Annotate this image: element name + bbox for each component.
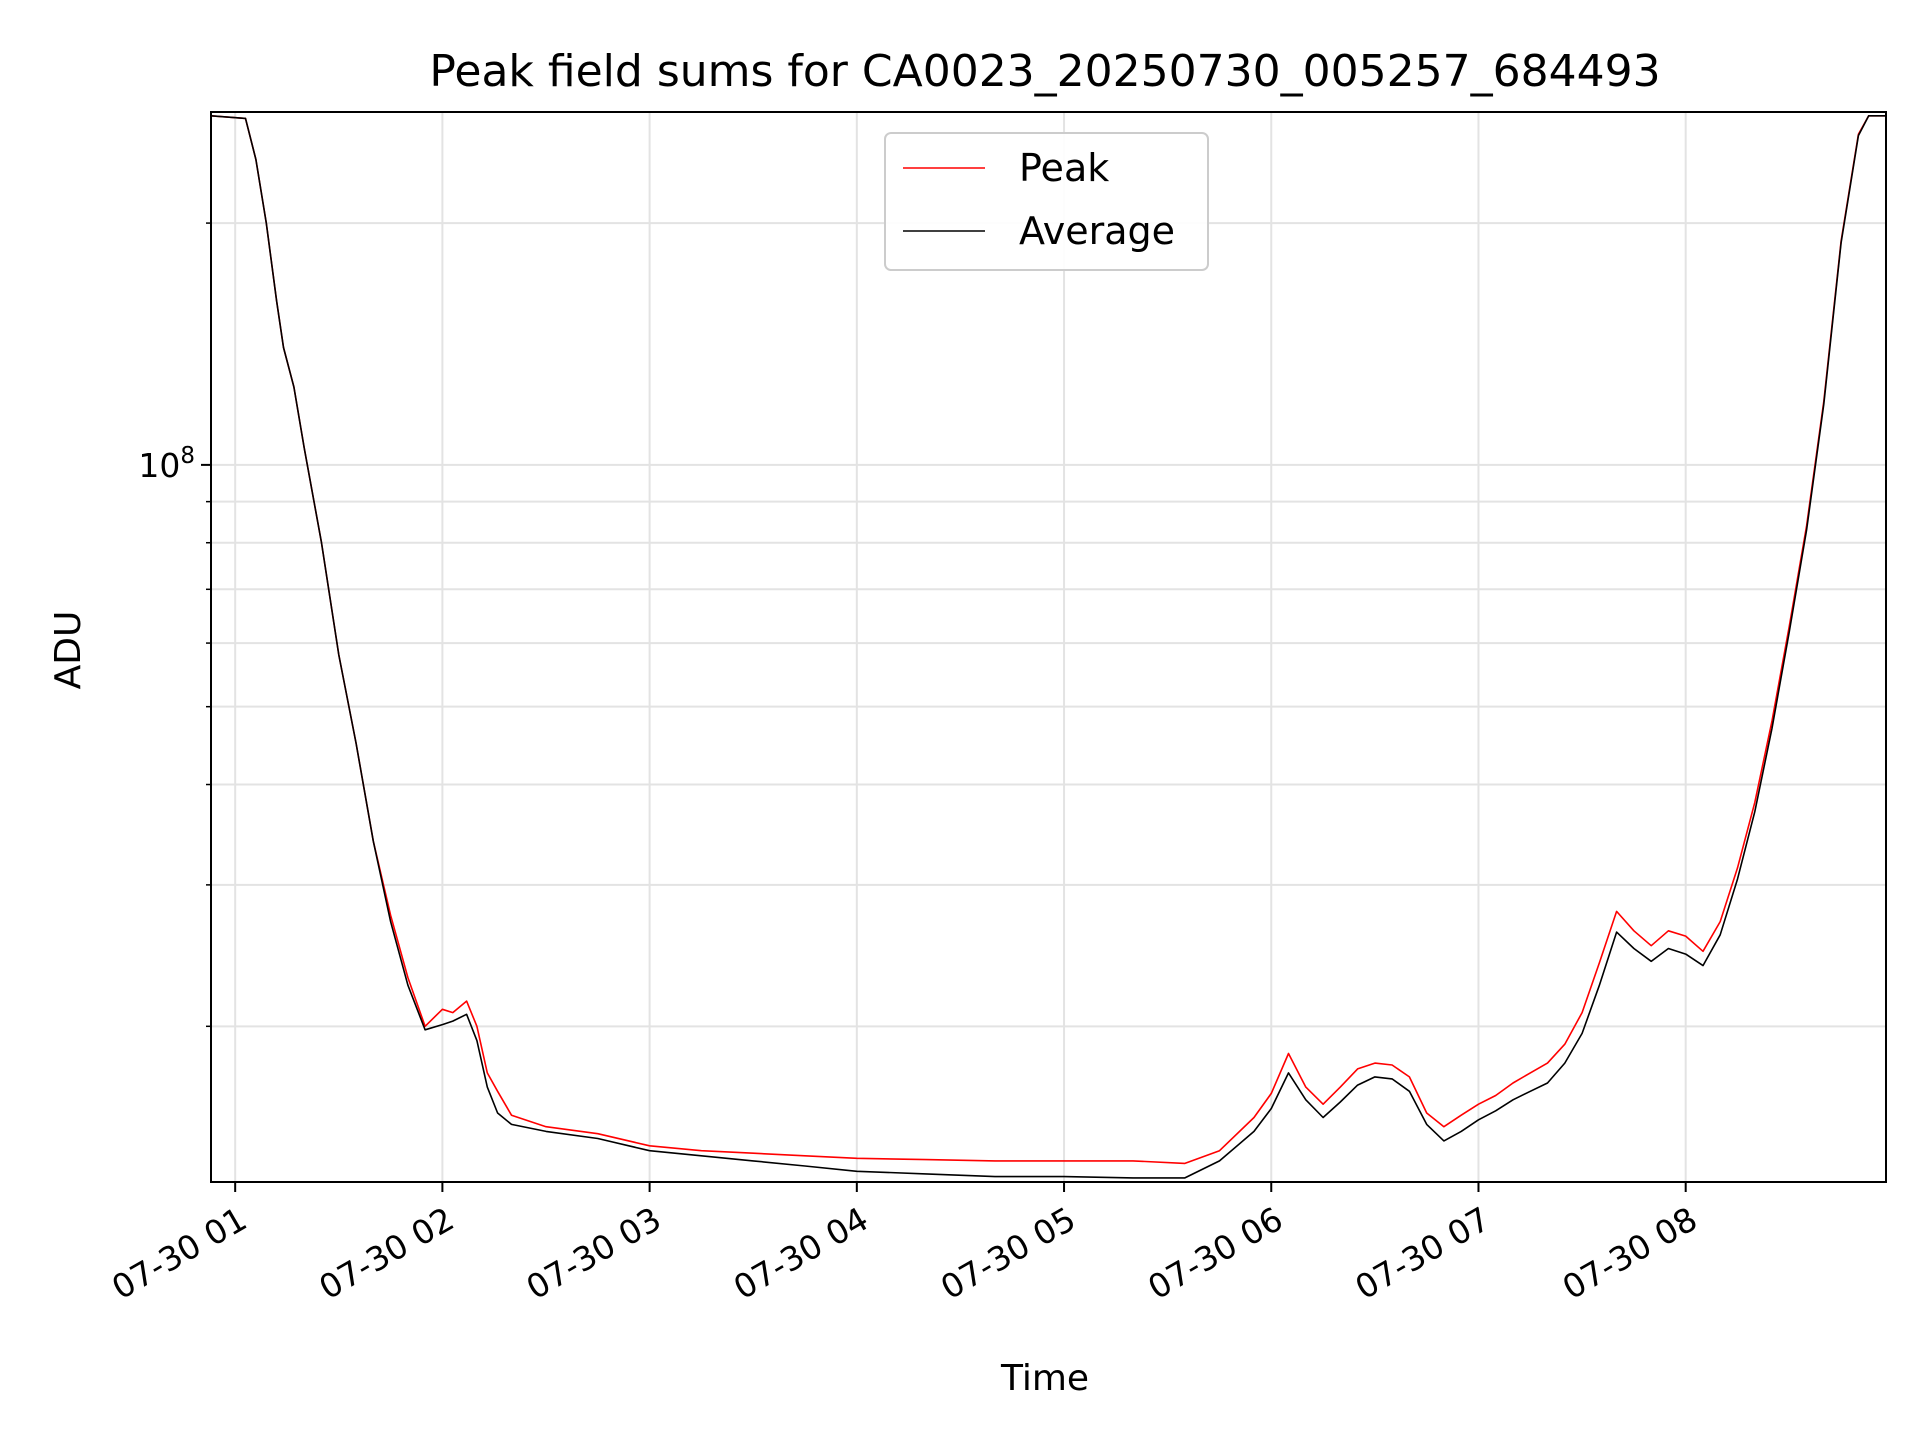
series-line-average <box>210 115 1886 1179</box>
legend-label-average: Average <box>1019 209 1175 253</box>
grid <box>211 112 1886 1182</box>
y-tick-label: 108 <box>138 443 195 485</box>
series-line-peak <box>210 115 1886 1165</box>
chart-title: Peak field sums for CA0023_20250730_0052… <box>429 46 1660 97</box>
legend: Peak Average <box>884 132 1209 271</box>
x-axis-label: Time <box>1000 1358 1089 1399</box>
plot-series <box>210 115 1886 1179</box>
y-axis: 108 <box>138 222 211 1028</box>
plot-frame <box>210 111 1887 1183</box>
legend-label-peak: Peak <box>1019 146 1109 190</box>
y-axis-label: ADU <box>48 611 89 690</box>
